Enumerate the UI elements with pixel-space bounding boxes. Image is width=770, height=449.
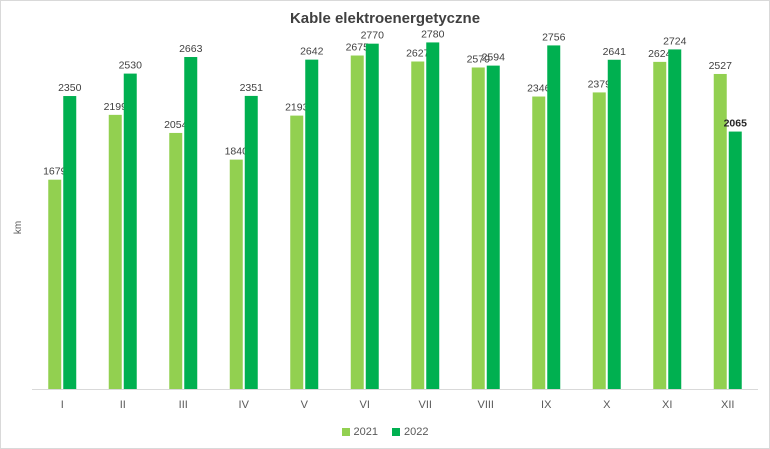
x-tick-label-VII: VII: [419, 399, 432, 411]
bar-2021-X: [592, 92, 606, 389]
x-tick-label-VIII: VIII: [477, 399, 494, 411]
bar-2022-II: [123, 73, 137, 390]
legend-label-2021: 2021: [353, 426, 378, 438]
bar-2021-XI: [653, 61, 667, 390]
data-label-2022-XII: 2065: [724, 118, 748, 130]
bar-2022-XII: [728, 131, 742, 389]
bar-2021-XII: [713, 73, 727, 389]
legend-item-2021: 2021: [341, 426, 378, 438]
bar-2021-II: [108, 114, 122, 389]
x-tick-label-V: V: [301, 399, 309, 411]
bar-2022-XI: [668, 49, 682, 390]
data-label-2022-I: 2350: [58, 82, 82, 94]
data-label-2022-IX: 2756: [542, 31, 566, 43]
bar-2022-V: [305, 59, 319, 389]
bar-2021-IX: [532, 96, 546, 390]
data-label-2022-V: 2642: [300, 46, 324, 58]
x-tick-label-XII: XII: [721, 399, 734, 411]
bar-2022-I: [63, 96, 77, 390]
data-label-2022-III: 2663: [179, 43, 203, 55]
legend-swatch-2022: [392, 428, 400, 436]
legend-swatch-2021: [341, 428, 350, 436]
bar-2021-I: [48, 179, 62, 389]
bar-2021-V: [290, 115, 304, 389]
data-label-2022-VII: 2780: [421, 28, 445, 40]
data-label-2021-VII: 2627: [406, 48, 430, 60]
bar-2022-IV: [244, 95, 258, 390]
bar-2022-VII: [426, 42, 440, 389]
x-tick-label-III: III: [179, 399, 188, 411]
bar-2022-VI: [365, 43, 379, 389]
data-label-2021-XII: 2527: [709, 60, 733, 72]
data-label-2022-II: 2530: [119, 60, 143, 72]
x-tick-label-VI: VI: [360, 399, 370, 411]
data-label-2021-XI: 2624: [648, 48, 672, 60]
data-label-2021-X: 2379: [588, 78, 612, 90]
bar-2021-VIII: [471, 67, 485, 389]
legend-label-2022: 2022: [404, 426, 429, 438]
data-label-2021-II: 2199: [104, 101, 128, 113]
bar-2022-III: [184, 57, 198, 389]
bar-2021-VI: [350, 55, 364, 390]
data-label-2021-VIII: 2579: [467, 53, 491, 65]
bar-2021-VII: [411, 61, 425, 389]
bar-2022-X: [607, 59, 621, 389]
data-label-2021-IX: 2346: [527, 83, 551, 95]
data-label-2021-V: 2193: [285, 102, 309, 114]
data-label-2022-IV: 2351: [240, 82, 264, 94]
x-tick-label-IX: IX: [541, 399, 552, 411]
bar-2021-III: [169, 132, 183, 389]
data-label-2022-VI: 2770: [361, 30, 385, 42]
x-tick-label-IV: IV: [239, 399, 250, 411]
legend-item-2022: 2022: [392, 426, 428, 438]
chart-title: Kable elektroenergetyczne: [289, 10, 481, 27]
bar-2022-VIII: [486, 65, 500, 389]
bar-2021-IV: [229, 159, 243, 389]
data-label-2022-X: 2641: [603, 46, 627, 58]
data-label-2022-XI: 2724: [663, 35, 687, 47]
data-label-2021-I: 1679: [43, 166, 67, 178]
bar-2022-IX: [547, 45, 561, 389]
x-tick-label-II: II: [120, 399, 126, 411]
data-label-2021-III: 2054: [164, 119, 188, 131]
x-tick-label-X: X: [603, 399, 611, 411]
data-label-2021-VI: 2675: [346, 42, 370, 54]
legend: 2021 2022: [0, 426, 770, 438]
x-tick-label-I: I: [61, 399, 64, 411]
data-label-2021-IV: 1840: [225, 146, 249, 158]
data-label-2022-VIII: 2594: [482, 52, 506, 64]
x-tick-label-XI: XI: [662, 399, 672, 411]
